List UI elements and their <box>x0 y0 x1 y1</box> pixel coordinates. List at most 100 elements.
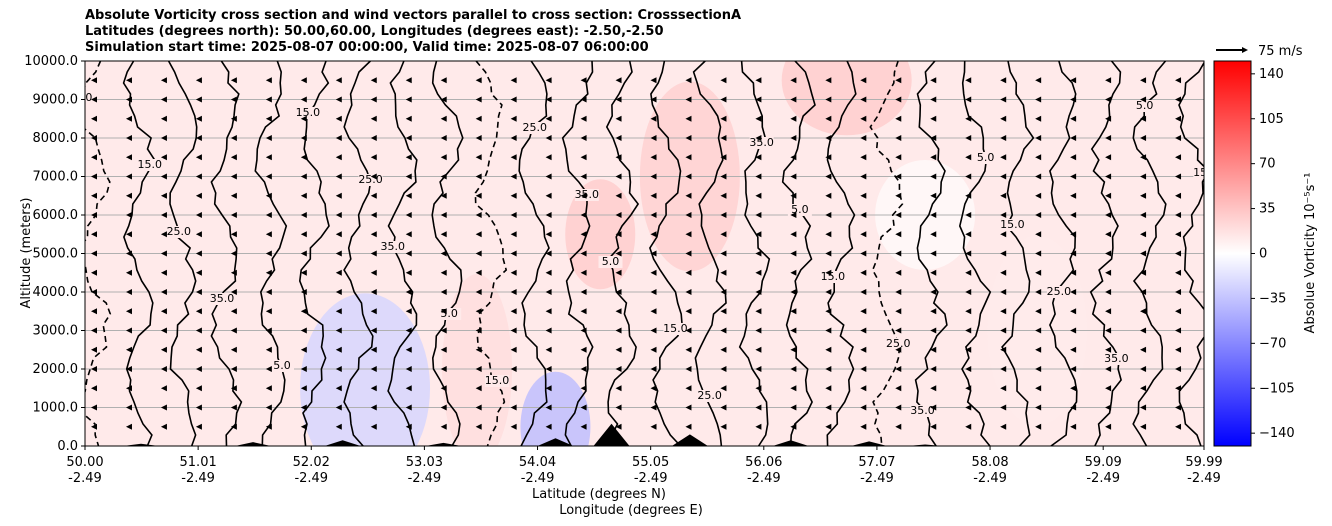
wind-vector <box>1035 77 1042 84</box>
wind-vector <box>335 212 342 218</box>
contour-line <box>167 61 198 446</box>
wind-vector <box>615 423 622 430</box>
wind-vector <box>510 231 517 238</box>
wind-vector <box>300 231 307 238</box>
wind-vector <box>685 231 692 238</box>
wind-vector <box>335 96 342 103</box>
wind-vector <box>790 327 797 334</box>
wind-vector <box>230 192 237 199</box>
wind-vector <box>650 423 657 430</box>
y-tick-label: 7000.0 <box>33 170 79 185</box>
wind-vector <box>965 115 972 122</box>
wind-vector <box>755 192 762 199</box>
wind-vector <box>545 96 552 103</box>
wind-vector <box>720 135 727 141</box>
wind-vector <box>615 346 622 353</box>
colorbar-tick-label: 70 <box>1259 157 1276 172</box>
wind-vector <box>125 135 132 141</box>
wind-vector <box>195 327 202 334</box>
y-tick-label: 2000.0 <box>33 362 79 377</box>
wind-vector <box>91 308 97 315</box>
contour-label-bg <box>1046 286 1071 298</box>
wind-vector <box>685 346 692 353</box>
wind-vector <box>1175 250 1182 257</box>
wind-vector <box>195 385 202 392</box>
wind-vector <box>370 173 377 180</box>
wind-vector <box>790 154 797 161</box>
wind-vector <box>475 96 482 103</box>
wind-vector <box>930 250 937 257</box>
wind-vector <box>1035 192 1042 199</box>
wind-vector <box>160 269 167 276</box>
wind-vector <box>440 154 447 161</box>
wind-vector <box>230 269 237 276</box>
wind-vector <box>720 423 727 430</box>
wind-vector <box>300 173 307 180</box>
contour-label: 35.0 <box>210 292 235 305</box>
wind-vector <box>160 77 167 84</box>
contour-label: 35.0 <box>749 136 774 149</box>
wind-vector <box>510 385 517 392</box>
wind-vector <box>580 423 587 430</box>
wind-vector <box>895 231 902 238</box>
wind-vector <box>230 308 237 315</box>
wind-vector <box>545 173 552 180</box>
wind-vector <box>440 269 447 276</box>
wind-vector <box>755 212 762 218</box>
wind-vector <box>1070 269 1077 276</box>
wind-vector <box>895 115 902 122</box>
wind-vector <box>650 346 657 353</box>
contour-label: 25.0 <box>697 389 722 402</box>
wind-vector <box>405 135 412 141</box>
wind-vector <box>720 269 727 276</box>
colorbar-label: Absolue Vorticity 10⁻⁵s⁻¹ <box>1303 173 1318 334</box>
wind-vector <box>510 135 517 141</box>
wind-vector <box>615 115 622 122</box>
wind-vector <box>790 423 797 430</box>
wind-vector <box>615 366 622 372</box>
wind-vector <box>335 231 342 238</box>
wind-vector <box>930 346 937 353</box>
wind-vector <box>545 115 552 122</box>
wind-vector <box>1035 173 1042 180</box>
wind-vector <box>300 269 307 276</box>
wind-vector <box>265 289 272 295</box>
wind-vector <box>755 250 762 257</box>
wind-vector <box>965 154 972 161</box>
wind-vector <box>790 173 797 180</box>
contour-label-bg <box>886 338 911 350</box>
wind-vector <box>1175 96 1182 103</box>
wind-vector <box>895 135 902 141</box>
wind-vector <box>195 77 202 84</box>
colorbar-tick-label: 140 <box>1259 67 1284 82</box>
wind-vector <box>1140 346 1147 353</box>
wind-vector <box>265 327 272 334</box>
quiver-key: 75 m/s <box>1216 44 1303 59</box>
wind-vector <box>860 327 867 334</box>
wind-vector <box>265 96 272 103</box>
wind-vector <box>440 423 447 430</box>
wind-vector <box>580 212 587 218</box>
contour-line <box>561 61 594 446</box>
contour-label-bg <box>820 271 845 283</box>
wind-vector <box>930 289 937 295</box>
contour-label-bg <box>269 360 294 372</box>
wind-vector <box>895 212 902 218</box>
wind-vector <box>965 404 972 411</box>
wind-vector <box>370 154 377 161</box>
wind-vector <box>1000 154 1007 161</box>
wind-vector <box>91 115 97 122</box>
wind-vector <box>1140 289 1147 295</box>
wind-vector <box>125 173 132 180</box>
wind-vector <box>1000 366 1007 372</box>
wind-vector <box>930 77 937 84</box>
wind-vector <box>825 250 832 257</box>
wind-vector <box>1070 212 1077 218</box>
contour-label-bg <box>787 204 812 216</box>
wind-vector <box>650 308 657 315</box>
wind-vector <box>615 135 622 141</box>
wind-vector <box>895 308 902 315</box>
wind-vector <box>650 173 657 180</box>
wind-vector <box>405 423 412 430</box>
